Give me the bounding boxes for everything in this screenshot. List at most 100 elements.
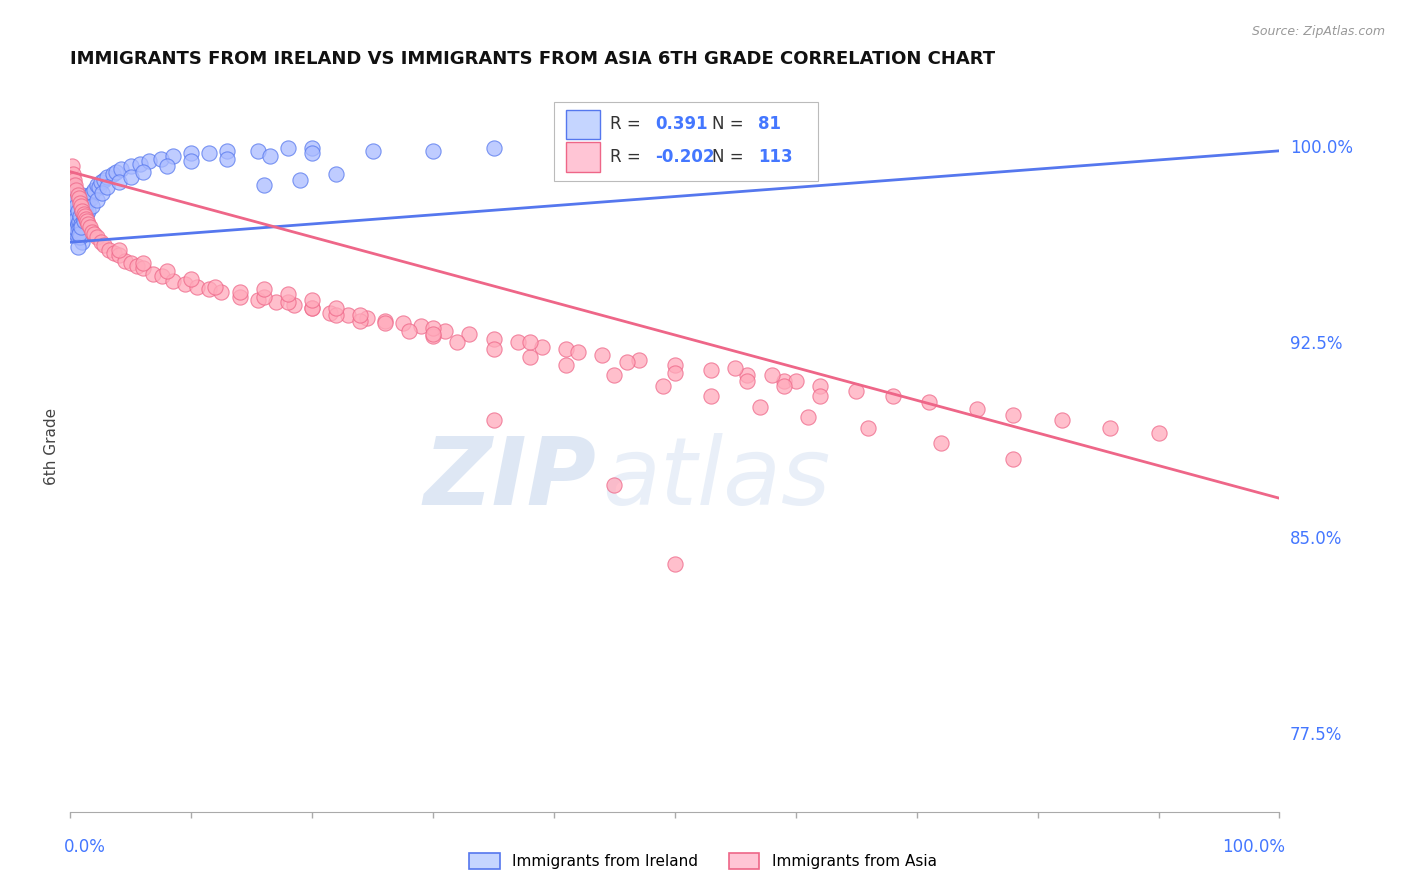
Point bbox=[567, 345, 589, 359]
Text: N =: N = bbox=[713, 148, 749, 166]
Point bbox=[63, 194, 86, 208]
Point bbox=[253, 282, 276, 296]
Point bbox=[374, 313, 396, 327]
Point bbox=[62, 167, 84, 181]
Point bbox=[67, 227, 90, 242]
Point bbox=[83, 227, 105, 242]
Point bbox=[62, 196, 84, 211]
Point bbox=[228, 285, 250, 299]
Point bbox=[125, 259, 148, 273]
Point bbox=[277, 295, 299, 310]
Point bbox=[60, 183, 83, 197]
Point bbox=[73, 201, 96, 215]
Point bbox=[90, 186, 112, 200]
Point bbox=[80, 191, 103, 205]
Point bbox=[761, 368, 783, 383]
Point bbox=[555, 343, 578, 357]
Point bbox=[67, 191, 90, 205]
Point bbox=[90, 175, 111, 189]
Point bbox=[603, 478, 626, 492]
Point bbox=[69, 196, 91, 211]
Point bbox=[70, 217, 93, 231]
Point bbox=[65, 211, 87, 226]
Point bbox=[808, 389, 831, 403]
Point bbox=[1002, 408, 1025, 422]
Point bbox=[198, 282, 221, 296]
Point bbox=[1099, 420, 1122, 434]
Point bbox=[301, 146, 323, 161]
Point bbox=[246, 144, 269, 158]
Point bbox=[90, 235, 111, 250]
Point bbox=[808, 379, 831, 393]
Point bbox=[253, 290, 276, 304]
Y-axis label: 6th Grade: 6th Grade bbox=[44, 408, 59, 484]
Point bbox=[288, 172, 311, 186]
Point bbox=[63, 209, 86, 223]
Point bbox=[72, 206, 94, 220]
Point bbox=[120, 160, 142, 174]
Point bbox=[156, 160, 179, 174]
Text: ZIP: ZIP bbox=[423, 433, 596, 524]
Text: 81: 81 bbox=[758, 115, 782, 133]
Point bbox=[180, 146, 202, 161]
Point bbox=[162, 274, 184, 288]
Point bbox=[83, 183, 105, 197]
Point bbox=[204, 279, 226, 293]
Point bbox=[69, 209, 91, 223]
Point bbox=[63, 225, 86, 239]
Point bbox=[422, 321, 444, 335]
Point bbox=[174, 277, 197, 291]
Point bbox=[664, 358, 686, 372]
Point bbox=[627, 352, 650, 367]
Point bbox=[392, 316, 415, 330]
Point bbox=[301, 301, 323, 315]
Point bbox=[858, 420, 880, 434]
Point bbox=[737, 374, 759, 388]
Point bbox=[63, 206, 86, 220]
Point bbox=[80, 186, 103, 200]
Point bbox=[409, 318, 432, 333]
Point bbox=[67, 214, 90, 228]
Point bbox=[62, 227, 84, 242]
Text: N =: N = bbox=[713, 115, 749, 133]
Point bbox=[785, 374, 807, 388]
Point bbox=[101, 167, 124, 181]
Point bbox=[246, 293, 269, 307]
FancyBboxPatch shape bbox=[567, 110, 600, 139]
Text: IMMIGRANTS FROM IRELAND VS IMMIGRANTS FROM ASIA 6TH GRADE CORRELATION CHART: IMMIGRANTS FROM IRELAND VS IMMIGRANTS FR… bbox=[70, 50, 995, 68]
Point bbox=[772, 374, 794, 388]
Point bbox=[162, 149, 184, 163]
Point bbox=[434, 324, 457, 338]
Point bbox=[65, 222, 87, 236]
Point bbox=[349, 313, 371, 327]
Point bbox=[664, 366, 686, 380]
Point bbox=[72, 214, 94, 228]
Point bbox=[748, 400, 770, 414]
Point bbox=[700, 363, 723, 377]
Point bbox=[73, 209, 96, 223]
Point bbox=[482, 141, 505, 155]
Point bbox=[277, 287, 299, 301]
Point bbox=[62, 214, 84, 228]
FancyBboxPatch shape bbox=[567, 143, 600, 171]
Text: Source: ZipAtlas.com: Source: ZipAtlas.com bbox=[1251, 25, 1385, 38]
Point bbox=[107, 243, 129, 257]
Point bbox=[319, 306, 342, 320]
Point bbox=[1050, 413, 1073, 427]
Point bbox=[103, 245, 125, 260]
Point bbox=[325, 167, 347, 181]
Point bbox=[66, 188, 89, 202]
Point bbox=[797, 410, 820, 425]
Point bbox=[156, 264, 179, 278]
Point bbox=[120, 256, 142, 270]
Point bbox=[482, 343, 505, 357]
Point bbox=[72, 211, 94, 226]
Point bbox=[75, 209, 97, 223]
Point bbox=[132, 256, 155, 270]
Point bbox=[69, 225, 91, 239]
Point bbox=[398, 324, 420, 338]
Point bbox=[72, 188, 94, 202]
Point bbox=[737, 368, 759, 383]
Text: atlas: atlas bbox=[602, 434, 831, 524]
Point bbox=[86, 230, 108, 244]
